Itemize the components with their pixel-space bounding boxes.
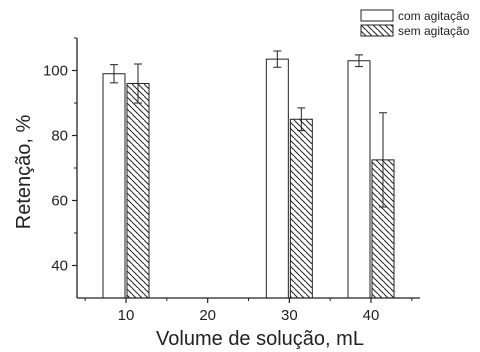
bar-com-agitacao-30 — [265, 58, 289, 299]
x-tick-label-40: 40 — [363, 307, 380, 324]
legend-swatch-1 — [360, 24, 394, 37]
bar-sem-agitacao-10 — [126, 83, 150, 299]
legend-label-1: sem agitação — [398, 24, 470, 38]
x-tick-label-30: 30 — [281, 307, 298, 324]
y-tick-label-60: 60 — [51, 193, 68, 210]
legend-label-0: com agitação — [398, 9, 470, 23]
x-axis-title: Volume de solução, mL — [156, 328, 364, 350]
y-tick-label-80: 80 — [51, 128, 68, 145]
y-tick-label-40: 40 — [51, 258, 68, 275]
y-tick-label-100: 100 — [43, 63, 68, 80]
axes-layer: 40 60 80 100 10 20 30 40 — [43, 37, 420, 324]
bar-sem-agitacao-30 — [289, 118, 313, 299]
bars-layer — [102, 50, 395, 299]
x-tick-label-20: 20 — [199, 307, 216, 324]
x-tick-label-10: 10 — [118, 307, 135, 324]
y-axis-title: Retenção, % — [13, 115, 35, 230]
legend-swatch-0 — [360, 9, 394, 22]
bar-com-agitacao-10 — [102, 73, 126, 299]
bar-com-agitacao-40 — [347, 60, 371, 299]
